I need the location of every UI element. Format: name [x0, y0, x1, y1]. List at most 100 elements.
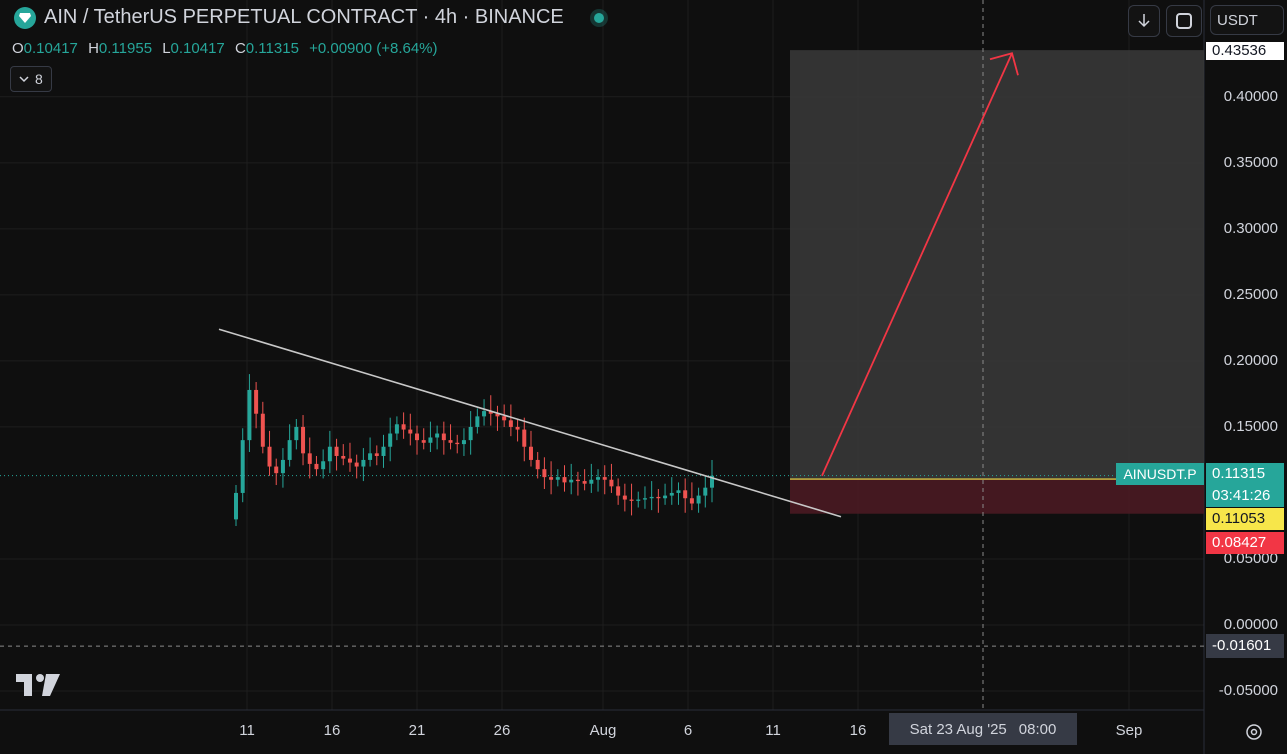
drawing-layer: [0, 0, 1204, 710]
time-tick: 11: [765, 722, 781, 739]
candle-body: [636, 499, 641, 501]
chart-settings-button[interactable]: [1242, 720, 1266, 744]
download-icon: [1138, 14, 1150, 28]
candle-body: [669, 492, 674, 496]
price-tick: 0.00000: [1223, 616, 1278, 633]
candle-body: [421, 440, 426, 443]
time-tick: 21: [408, 722, 426, 739]
high-value: 0.11955: [98, 40, 153, 57]
last-price-label: 0.11315 03:41:26: [1206, 463, 1284, 507]
projection-arrow: [821, 52, 1013, 477]
trendline: [218, 328, 842, 518]
candle-body: [663, 495, 668, 499]
candle-body: [575, 479, 580, 482]
tradingview-logo-icon[interactable]: [16, 672, 60, 703]
profit-zone: [790, 50, 1204, 480]
candle-body: [381, 446, 386, 456]
candle-body: [368, 453, 373, 460]
candle-body: [488, 411, 493, 414]
symbol-price-tag: AINUSDT.P: [1116, 463, 1204, 485]
candle-body: [502, 416, 507, 421]
candle-body: [589, 479, 594, 484]
candle-body: [475, 416, 480, 427]
time-tick: 6: [683, 722, 693, 739]
crosshair-date: Sat 23 Aug '25: [909, 720, 1007, 738]
candle-body: [254, 389, 259, 414]
candle-body: [314, 463, 319, 470]
candle-body: [596, 477, 601, 480]
price-tick: 0.15000: [1223, 417, 1278, 435]
price-tick: 0.30000: [1223, 219, 1278, 237]
time-tick: 26: [493, 722, 511, 739]
candle-body: [394, 424, 399, 434]
gear-icon: [1246, 724, 1262, 740]
crosshair-price-label: -0.01601: [1206, 634, 1284, 658]
stop-price-label: 0.08427: [1206, 532, 1284, 554]
currency-select[interactable]: USDT: [1210, 5, 1284, 35]
crosshair-time-label: Sat 23 Aug '25 08:00: [889, 713, 1077, 745]
candle-body: [629, 499, 634, 501]
symbol-title: AIN / TetherUS PERPETUAL CONTRACT · 4h ·…: [44, 6, 564, 28]
entry-price-label: 0.11053: [1206, 508, 1284, 530]
price-tick: -0.05000: [1218, 682, 1278, 700]
candle-body: [415, 433, 420, 441]
candle-body: [689, 498, 694, 504]
candle-body: [642, 498, 647, 500]
market-status-icon: [593, 12, 604, 23]
download-button[interactable]: [1128, 5, 1160, 37]
candle-body: [602, 477, 607, 480]
price-tick: 0.25000: [1223, 285, 1278, 303]
open-key: O: [12, 40, 24, 57]
candle-body: [347, 458, 352, 463]
candle-body: [622, 495, 627, 500]
candle-body: [703, 487, 708, 496]
candle-body: [247, 389, 252, 441]
candle-body: [609, 479, 614, 487]
bar-countdown: 03:41:26: [1212, 487, 1271, 504]
price-axis[interactable]: 0.40000 0.35000 0.30000 0.25000 0.20000 0.150…: [1204, 0, 1287, 754]
price-tick: 0.40000: [1223, 87, 1278, 105]
candle-body: [401, 424, 406, 430]
high-key: H: [88, 40, 99, 57]
candle-body: [428, 437, 433, 443]
candle-body: [515, 426, 520, 430]
candle-body: [441, 433, 446, 441]
ohlc-legend: O0.10417 H0.11955 L0.10417 C0.11315 +0.0…: [12, 40, 444, 57]
candle-body: [455, 442, 460, 445]
candle-body: [287, 440, 292, 460]
candle-body: [327, 446, 332, 462]
open-value: 0.10417: [23, 40, 78, 57]
time-tick: 11: [239, 722, 255, 739]
candle-body: [307, 453, 312, 464]
candle-body: [508, 420, 513, 427]
candle-body: [482, 411, 487, 417]
candle-body: [274, 466, 279, 474]
price-tick: 0.20000: [1223, 351, 1278, 369]
candle-body: [522, 429, 527, 447]
candle-body: [649, 496, 654, 499]
low-key: L: [162, 40, 171, 57]
target-price-label: 0.43536: [1206, 42, 1284, 60]
candle-body: [301, 426, 306, 454]
candle-body: [408, 429, 413, 434]
chevron-down-icon: [19, 76, 29, 83]
indicators-toggle-button[interactable]: 8: [10, 66, 52, 92]
fullscreen-button[interactable]: [1166, 5, 1202, 37]
close-key: C: [234, 40, 246, 57]
candle-body: [535, 459, 540, 470]
candle-body: [549, 477, 554, 480]
symbol-header[interactable]: AIN / TetherUS PERPETUAL CONTRACT · 4h ·…: [14, 6, 604, 29]
price-tick: 0.05000: [1223, 549, 1278, 567]
last-price-value: 0.11315: [1212, 465, 1266, 482]
close-value: 0.11315: [245, 40, 299, 57]
candle-body: [260, 413, 265, 447]
candle-body: [354, 462, 359, 467]
time-tick: 16: [849, 722, 867, 739]
candle-body: [341, 455, 346, 459]
candle-body: [388, 433, 393, 447]
candle-body: [656, 496, 661, 499]
candle-body: [582, 481, 587, 484]
candle-body: [240, 440, 245, 493]
candle-body: [676, 490, 681, 493]
